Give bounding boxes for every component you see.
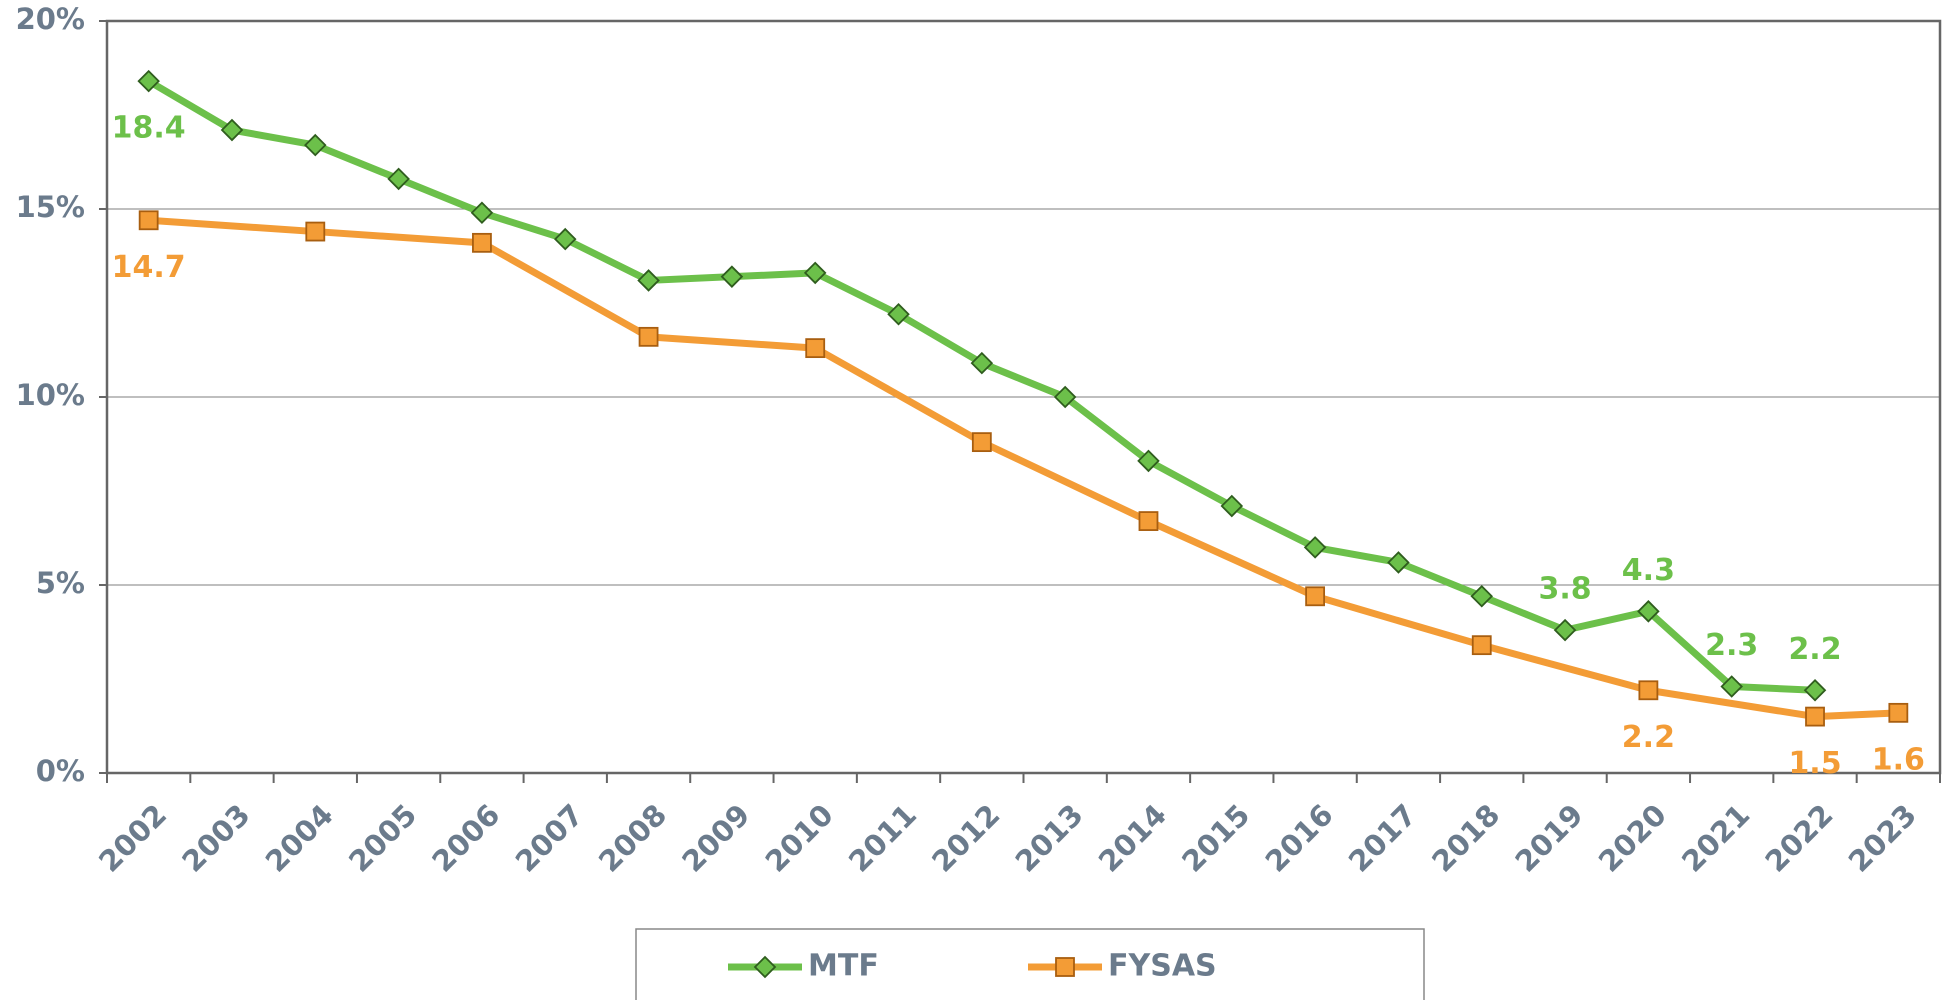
x-tick-label: 2015 <box>1175 798 1256 879</box>
x-tick-label: 2011 <box>842 798 923 879</box>
marker <box>1137 449 1160 473</box>
marker <box>887 303 910 326</box>
marker <box>1138 511 1159 531</box>
legend-item: FYSAS <box>1028 949 1217 984</box>
x-tick-label: 2006 <box>425 798 506 879</box>
y-tick-label: 20% <box>16 2 85 36</box>
marker <box>138 210 159 231</box>
x-tick-label: 2010 <box>759 798 840 879</box>
marker <box>1637 600 1660 623</box>
data-label: 14.7 <box>112 250 186 285</box>
x-tick-label: 2023 <box>1842 798 1923 879</box>
x-tick-label: 2014 <box>1092 798 1173 879</box>
x-tick-label: 2012 <box>925 798 1006 879</box>
x-tick-label: 2004 <box>259 798 340 879</box>
marker <box>1553 618 1577 642</box>
marker <box>553 227 577 251</box>
x-tick-label: 2008 <box>592 798 673 879</box>
data-label: 2.2 <box>1788 632 1841 667</box>
marker <box>137 69 160 93</box>
y-tick-label: 0% <box>36 754 85 788</box>
marker <box>970 351 994 375</box>
marker <box>472 232 492 253</box>
x-tick-label: 2017 <box>1342 798 1423 879</box>
marker <box>1305 586 1326 607</box>
marker <box>1387 551 1410 574</box>
x-tick-label: 2005 <box>342 798 423 879</box>
data-label: 2.3 <box>1705 628 1758 663</box>
y-tick-label: 10% <box>16 378 85 412</box>
marker <box>1638 680 1659 701</box>
legend-marker <box>1055 957 1075 977</box>
marker <box>1805 706 1825 727</box>
x-tick-label: 2022 <box>1759 798 1840 879</box>
x-tick-label: 2009 <box>675 798 756 879</box>
x-tick-label: 2018 <box>1425 798 1506 879</box>
data-label: 18.4 <box>112 111 186 146</box>
marker <box>637 269 660 292</box>
marker <box>304 133 327 157</box>
marker <box>387 167 410 191</box>
legend-label: MTF <box>808 949 879 984</box>
marker <box>805 338 826 359</box>
x-tick-label: 2013 <box>1009 798 1090 879</box>
x-tick-label: 2003 <box>175 798 256 879</box>
legend-label: FYSAS <box>1108 949 1217 984</box>
data-label: 3.8 <box>1538 572 1591 607</box>
x-tick-label: 2002 <box>92 798 173 879</box>
marker <box>305 221 326 242</box>
data-label: 1.5 <box>1788 746 1841 781</box>
x-tick-label: 2020 <box>1592 798 1673 879</box>
marker <box>1720 675 1743 698</box>
data-label: 1.6 <box>1872 742 1925 777</box>
y-tick-label: 15% <box>16 190 85 224</box>
data-label: 2.2 <box>1622 720 1675 755</box>
marker <box>971 432 992 453</box>
marker <box>1220 494 1244 518</box>
marker <box>470 201 494 225</box>
marker <box>1888 702 1909 723</box>
legend-marker <box>753 955 777 979</box>
marker <box>1803 679 1827 702</box>
marker <box>1470 585 1494 608</box>
marker <box>1053 385 1077 409</box>
marker <box>1303 536 1327 559</box>
x-tick-label: 2019 <box>1509 798 1590 879</box>
series-line <box>148 216 1899 721</box>
legend-box <box>635 928 1425 1000</box>
marker <box>720 265 744 288</box>
marker <box>638 326 659 347</box>
marker <box>220 118 244 142</box>
y-tick-label: 5% <box>36 566 85 600</box>
x-tick-label: 2016 <box>1259 798 1340 879</box>
marker <box>803 261 827 285</box>
marker <box>1471 635 1492 656</box>
x-tick-label: 2021 <box>1675 798 1756 879</box>
x-tick-label: 2007 <box>509 798 590 879</box>
data-label: 4.3 <box>1622 553 1675 588</box>
legend-item: MTF <box>728 949 879 984</box>
